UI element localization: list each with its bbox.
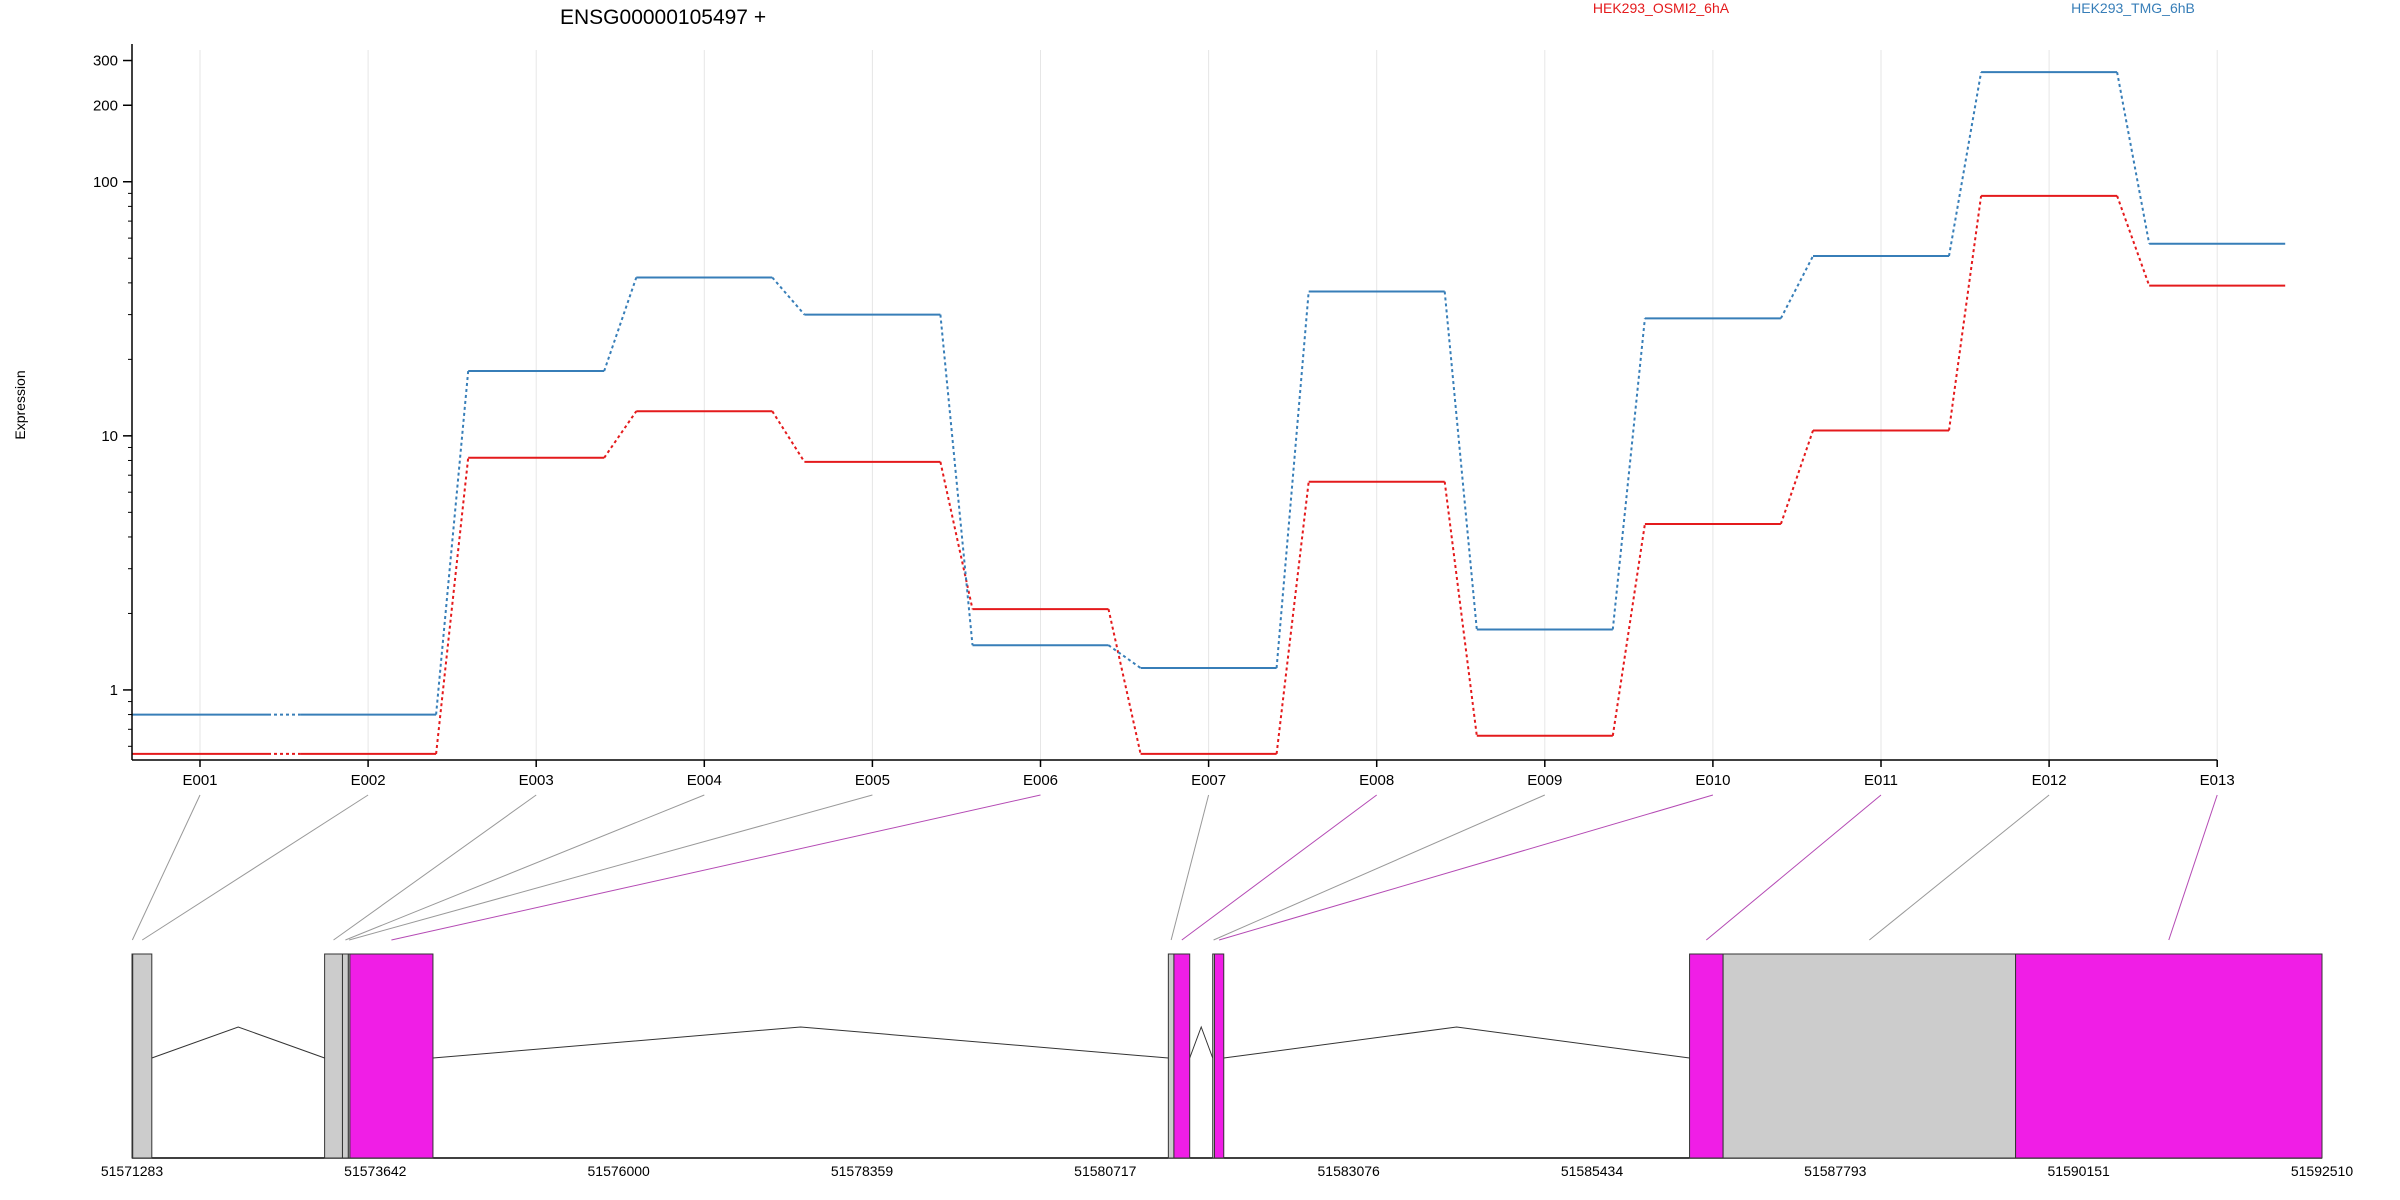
intron-1 [151, 1026, 325, 1059]
x-tick-label-E002: E002 [351, 772, 386, 789]
chart-title: ENSG00000105497 + [560, 6, 766, 29]
connector-E011 [1706, 794, 1882, 941]
axes-layer: 1 10 100 200 300 E001 E002 E003 E004 E005 E006 E007… [93, 44, 2235, 789]
series-1-connector-1 [435, 370, 470, 715]
x-tick-label-E009: E009 [1527, 772, 1562, 789]
connector-E001 [131, 794, 201, 941]
y-tick-label-100: 100 [93, 174, 118, 191]
series-0-connector-6 [1275, 481, 1310, 755]
series-0-connector-4 [939, 461, 974, 610]
connector-E005 [348, 794, 873, 941]
intron-7 [1189, 1025, 1214, 1059]
series-1-connector-10 [1948, 71, 1983, 257]
series-0-connector-8 [1611, 523, 1646, 736]
connector-E008 [1181, 794, 1377, 941]
series-0-connector-2 [603, 410, 638, 459]
exon-box-E011 [1689, 953, 1724, 1159]
coordinate-label-3: 51578359 [831, 1163, 894, 1179]
x-tick-label-E011: E011 [1864, 772, 1898, 789]
intron-9 [1223, 1026, 1690, 1059]
connector-E012 [1869, 794, 2050, 941]
coordinate-label-7: 51587793 [1804, 1163, 1867, 1179]
x-tick-label-E006: E006 [1023, 772, 1058, 789]
series-1-connector-5 [1107, 644, 1142, 669]
y-tick-label-1: 1 [110, 682, 118, 699]
exon-box-E004 [341, 953, 349, 1159]
series-0-connector-1 [435, 457, 470, 755]
coordinate-label-5: 51583076 [1318, 1163, 1381, 1179]
exon-box-E003 [324, 953, 343, 1159]
exon-track: 51571283 51573642 51576000 51578359 51580717… [101, 953, 2354, 1179]
series-layer [132, 71, 2286, 755]
coordinate-label-4: 51580717 [1074, 1163, 1137, 1179]
connector-E013 [2168, 794, 2218, 941]
exon-box-E012 [1722, 953, 2017, 1159]
x-tick-label-E008: E008 [1359, 772, 1394, 789]
connector-E006 [391, 794, 1041, 941]
series-0-connector-9 [1779, 430, 1814, 525]
series-1-connector-2 [603, 277, 638, 372]
series-1-connector-11 [2116, 71, 2151, 244]
y-tick-label-10: 10 [101, 428, 118, 445]
legend-entry-1: HEK293_TMG_6hB [2071, 0, 2195, 16]
x-tick-label-E010: E010 [1695, 772, 1730, 789]
series-1-connector-4 [939, 314, 974, 646]
connector-E004 [345, 794, 705, 941]
series-1-connector-3 [771, 276, 806, 316]
exon-box-E008 [1173, 953, 1191, 1159]
series-1 [132, 71, 2286, 716]
x-tick-label-E012: E012 [2032, 772, 2067, 789]
x-tick-label-E005: E005 [855, 772, 890, 789]
legend-entry-0: HEK293_OSMI2_6hA [1593, 0, 1730, 16]
connector-E002 [141, 794, 369, 941]
coordinate-label-2: 51576000 [588, 1163, 651, 1179]
x-tick-label-E004: E004 [687, 772, 722, 789]
coordinate-label-1: 51573642 [344, 1163, 407, 1179]
series-1-connector-8 [1611, 318, 1646, 630]
series-0 [132, 194, 2286, 755]
y-axis-label: Expression [12, 370, 28, 439]
exon-connectors [131, 794, 2218, 941]
exon-box-E013 [2015, 953, 2323, 1159]
coordinate-label-8: 51590151 [2048, 1163, 2111, 1179]
y-tick-label-200: 200 [93, 97, 118, 114]
series-0-connector-11 [2116, 195, 2151, 286]
connector-E009 [1213, 794, 1546, 941]
exon-box-E002 [132, 953, 153, 1159]
series-0-connector-5 [1107, 608, 1142, 755]
x-tick-label-E003: E003 [519, 772, 554, 789]
series-1-connector-7 [1443, 291, 1478, 630]
coordinate-label-9: 51592510 [2291, 1163, 2354, 1179]
series-1-connector-6 [1275, 291, 1310, 669]
coordinate-label-0: 51571283 [101, 1163, 164, 1179]
exon-box-E007 [1167, 953, 1175, 1159]
x-tick-label-E013: E013 [2200, 772, 2235, 789]
coordinate-label-6: 51585434 [1561, 1163, 1624, 1179]
vertical-gridlines [199, 50, 2218, 760]
connector-E010 [1218, 794, 1714, 941]
series-1-connector-9 [1780, 255, 1814, 319]
series-0-connector-7 [1443, 481, 1478, 736]
series-0-connector-3 [771, 410, 806, 463]
intron-5 [432, 1026, 1169, 1059]
y-tick-label-300: 300 [93, 53, 118, 70]
x-tick-label-E001: E001 [182, 772, 217, 789]
connector-E007 [1170, 794, 1210, 941]
connector-E003 [333, 794, 537, 941]
exon-box-E010 [1213, 953, 1225, 1159]
x-tick-label-E007: E007 [1191, 772, 1226, 789]
exon-box-E006 [349, 953, 434, 1159]
